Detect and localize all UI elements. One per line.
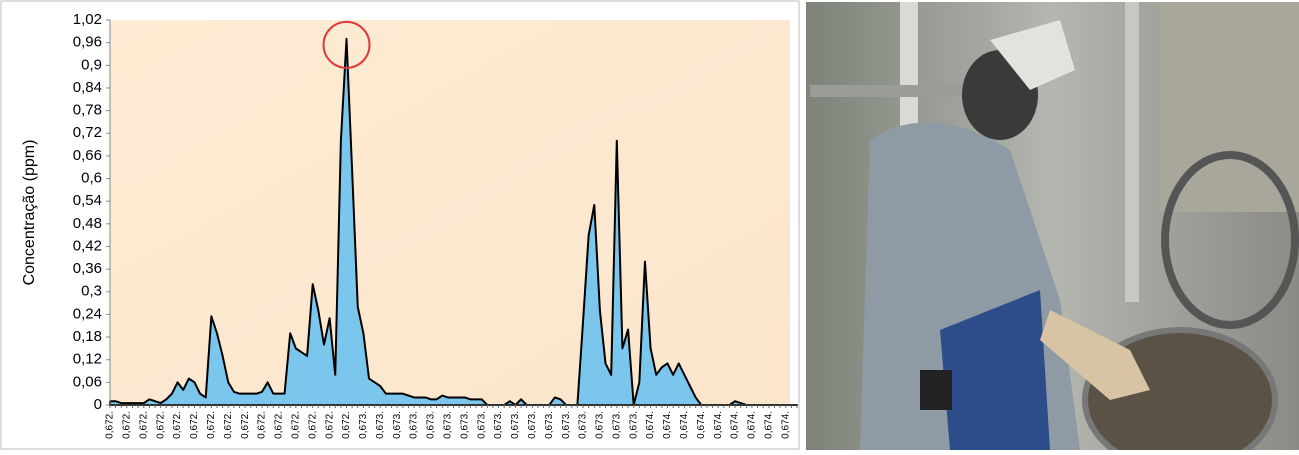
x-tick-label: 0,673. [561, 411, 572, 439]
x-tick-label: 0,673. [375, 411, 386, 439]
x-tick-label: 0,673. [392, 411, 403, 439]
photo [806, 2, 1299, 450]
x-tick-label: 0,672. [189, 411, 200, 439]
x-tick-label: 0,673. [459, 411, 470, 439]
x-tick-label: 0,674. [747, 411, 758, 439]
x-tick-label: 0,674. [730, 411, 741, 439]
x-tick-label: 0,674. [679, 411, 690, 439]
x-tick-label: 0,672. [341, 411, 352, 439]
x-tick-label: 0,673. [493, 411, 504, 439]
x-tick-label: 0,673. [628, 411, 639, 439]
x-tick-label: 0,672. [257, 411, 268, 439]
x-tick-label: 0,672. [240, 411, 251, 439]
y-tick-label: 0,12 [73, 351, 102, 368]
x-tick-label: 0,672. [223, 411, 234, 439]
x-tick-label: 0,672. [122, 411, 133, 439]
x-tick-label: 0,672. [105, 411, 116, 439]
x-tick-label: 0,673. [595, 411, 606, 439]
x-tick-label: 0,673. [409, 411, 420, 439]
x-tick-label: 0,674. [763, 411, 774, 439]
y-tick-label: 0,72 [73, 124, 102, 141]
y-tick-label: 0,96 [73, 34, 102, 51]
x-tick-label: 0,673. [544, 411, 555, 439]
photo-pipe [810, 85, 970, 97]
x-tick-label: 0,674. [645, 411, 656, 439]
y-tick-label: 0 [94, 396, 102, 413]
x-tick-label: 0,672. [324, 411, 335, 439]
y-tick-label: 0,36 [73, 260, 102, 277]
x-tick-label: 0,673. [611, 411, 622, 439]
x-tick-label: 0,672. [206, 411, 217, 439]
y-tick-label: 0,66 [73, 147, 102, 164]
x-tick-label: 0,673. [476, 411, 487, 439]
y-tick-label: 0,78 [73, 102, 102, 119]
page: Concentração (ppm) 0 0,06 0,12 0,18 0,24 0,3 0,… [0, 0, 1299, 450]
x-tick-label: 0,674. [713, 411, 724, 439]
x-tick-label: 0,673. [443, 411, 454, 439]
x-tick-label: 0,674. [696, 411, 707, 439]
x-tick-label: 0,672. [138, 411, 149, 439]
x-tick-label: 0,674. [662, 411, 673, 439]
x-tick-label: 0,673. [527, 411, 538, 439]
x-tick-label: 0,672. [274, 411, 285, 439]
y-tick-label: 0,54 [73, 192, 102, 209]
photo-device [920, 370, 952, 410]
x-tick-label: 0,673. [578, 411, 589, 439]
y-tick-label: 0,48 [73, 215, 102, 232]
y-axis-label: Concentração (ppm) [21, 140, 38, 286]
x-tick-label: 0,673. [510, 411, 521, 439]
y-tick-label: 0,24 [73, 305, 102, 322]
x-tick-label: 0,672. [290, 411, 301, 439]
y-tick-label: 1,02 [73, 11, 102, 28]
photo-pipe [1125, 2, 1139, 302]
y-tick-label: 0,42 [73, 237, 102, 254]
y-tick-label: 0,84 [73, 79, 102, 96]
x-tick-label: 0,674. [780, 411, 791, 439]
x-tick-label: 0,672. [307, 411, 318, 439]
x-tick-label: 0,672. [172, 411, 183, 439]
figure: Concentração (ppm) 0 0,06 0,12 0,18 0,24 0,3 0,… [0, 0, 1299, 450]
x-tick-label: 0,672. [155, 411, 166, 439]
y-tick-label: 0,6 [81, 169, 102, 186]
y-tick-label: 0,18 [73, 328, 102, 345]
x-tick-label: 0,673. [358, 411, 369, 439]
x-tick-label: 0,673. [426, 411, 437, 439]
y-tick-label: 0,3 [81, 283, 102, 300]
y-tick-label: 0,9 [81, 56, 102, 73]
y-tick-label: 0,06 [73, 373, 102, 390]
